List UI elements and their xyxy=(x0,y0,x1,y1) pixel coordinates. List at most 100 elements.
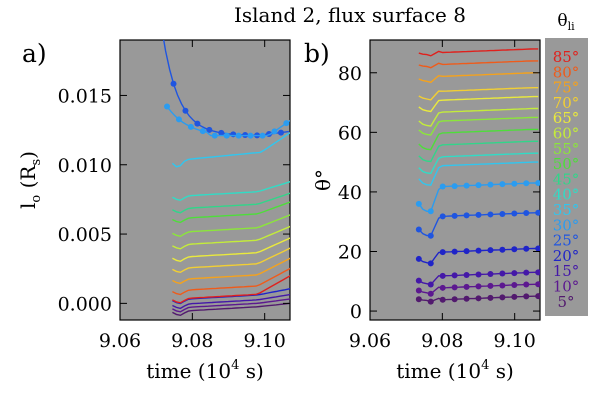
series-line xyxy=(418,161,539,186)
data-point xyxy=(535,281,540,288)
data-point xyxy=(511,293,518,300)
data-point xyxy=(487,211,494,218)
data-point xyxy=(427,208,434,215)
series-line xyxy=(418,95,539,113)
data-point xyxy=(511,270,518,277)
legend-item: 85° xyxy=(553,48,580,66)
data-point xyxy=(235,132,242,139)
x-tick-label: 9.10 xyxy=(494,330,536,352)
y-axis-label-a-main: l xyxy=(16,203,40,209)
x-axis-label-b-main: time (10 xyxy=(396,359,481,383)
series-line xyxy=(418,48,539,57)
data-point xyxy=(451,212,458,219)
series-line xyxy=(171,132,290,168)
series-line xyxy=(172,275,290,304)
data-point xyxy=(218,129,225,136)
y-tick-label: 0.005 xyxy=(58,224,112,246)
data-point xyxy=(451,296,458,303)
series-line xyxy=(418,60,539,69)
legend-item: 65° xyxy=(553,109,580,127)
panel-label-b: b) xyxy=(304,39,330,68)
data-point xyxy=(199,128,206,135)
legend-item: 80° xyxy=(553,63,580,81)
data-point xyxy=(194,120,201,127)
data-point xyxy=(511,180,518,187)
legend-title-main: θ xyxy=(557,11,567,31)
data-point xyxy=(535,245,540,252)
data-point xyxy=(187,123,194,130)
y-axis-label-a-end: ) xyxy=(16,151,40,159)
series-line xyxy=(418,128,539,151)
data-point xyxy=(499,210,506,217)
data-point xyxy=(247,132,254,139)
data-point xyxy=(535,209,540,216)
data-point xyxy=(511,281,518,288)
data-point xyxy=(523,245,530,252)
data-point xyxy=(415,226,422,233)
series-lines xyxy=(415,48,540,305)
data-point xyxy=(230,131,237,138)
data-point xyxy=(182,107,189,114)
data-point xyxy=(415,255,422,262)
series-line xyxy=(418,116,539,136)
data-point xyxy=(511,246,518,253)
y-tick-label: 20 xyxy=(338,241,362,263)
legend-item: 20° xyxy=(553,247,580,265)
series-line xyxy=(172,293,290,310)
x-axis-label-a-tail: s) xyxy=(239,359,263,383)
data-point xyxy=(535,269,540,276)
series-line xyxy=(418,72,539,84)
y-axis-label-b: θ° xyxy=(311,169,335,191)
data-point xyxy=(475,247,482,254)
data-point xyxy=(475,283,482,290)
data-point xyxy=(487,282,494,289)
ticks-a: 9.06 9.08 9.10 0.000 0.005 0.010 0.015 xyxy=(58,40,290,352)
y-tick-label: 80 xyxy=(338,63,362,85)
panel-label-a: a) xyxy=(22,39,47,68)
data-point xyxy=(415,296,422,303)
data-point xyxy=(206,126,213,133)
series-line xyxy=(172,181,290,202)
data-point xyxy=(523,281,530,288)
data-point xyxy=(463,212,470,219)
x-tick-label: 9.08 xyxy=(171,330,213,352)
data-point xyxy=(427,260,434,267)
y-tick-label: 0 xyxy=(350,301,362,323)
legend-item: 15° xyxy=(553,262,580,280)
x-tick-label: 9.06 xyxy=(99,330,141,352)
data-point xyxy=(415,277,422,284)
data-point xyxy=(475,295,482,302)
series-line xyxy=(172,214,290,238)
data-point xyxy=(427,281,434,288)
data-point xyxy=(499,270,506,277)
data-point xyxy=(487,271,494,278)
data-point xyxy=(511,210,518,217)
y-axis-label-a-sub: o xyxy=(29,195,44,203)
data-point xyxy=(439,249,446,256)
data-point xyxy=(463,295,470,302)
data-point xyxy=(175,116,182,123)
y-tick-label: 60 xyxy=(338,122,362,144)
data-point xyxy=(463,182,470,189)
data-point xyxy=(499,294,506,301)
legend-item: 5° xyxy=(557,293,574,311)
y-tick-label: 40 xyxy=(338,182,362,204)
data-point xyxy=(211,132,218,139)
data-point xyxy=(451,272,458,279)
data-point xyxy=(475,211,482,218)
data-point xyxy=(487,294,494,301)
data-point xyxy=(164,103,171,110)
data-point xyxy=(499,246,506,253)
panel-b: b) 9.06 9.08 9.10 0 20 40 60 80 time (104 s) θ° xyxy=(304,39,541,383)
y-axis-label-a-sub2: s xyxy=(29,159,44,166)
panel-a: a) 9.06 9.08 9.10 0.000 0.005 0.010 0.015 time… xyxy=(16,39,291,383)
data-point xyxy=(475,271,482,278)
data-point xyxy=(535,293,540,300)
legend-item: 50° xyxy=(553,155,580,173)
series-b xyxy=(415,48,540,305)
series-line xyxy=(172,201,290,224)
data-point xyxy=(523,210,530,217)
series-line xyxy=(172,267,290,296)
legend-items: 85°80°75°70°65°60°55°50°45°40°35°30°25°2… xyxy=(553,48,580,311)
